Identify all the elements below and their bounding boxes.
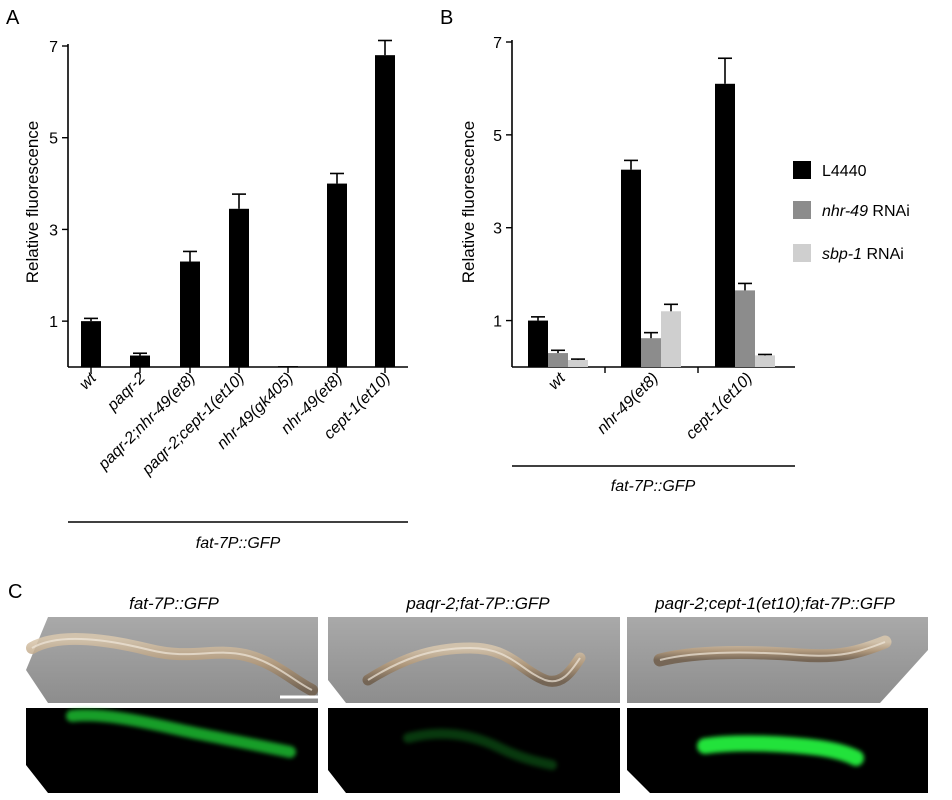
legend-label-sbp1: sbp-1 RNAi [822, 246, 904, 263]
chart-b-xlabel-0: wt [545, 369, 569, 393]
chart-a-group-label: fat-7P::GFP [196, 535, 281, 552]
dic-image-2 [328, 617, 620, 703]
chart-b-bar-0-0 [528, 320, 548, 367]
dic-image-1 [26, 617, 320, 703]
gfp-image-1 [26, 708, 318, 793]
chart-b-bar-2-2 [755, 355, 775, 367]
chart-b-bar-2-0 [715, 83, 735, 368]
micrograph-title-2: paqr-2;fat-7P::GFP [405, 594, 550, 613]
gfp-image-3 [627, 708, 928, 793]
legend-swatch-nhr49 [793, 201, 811, 219]
chart-a-xlabel-1: paqr-2 [104, 370, 149, 415]
chart-b-xlabel-1: nhr-49(et8) [594, 370, 662, 438]
chart-b-ytick-label-3: 7 [493, 35, 502, 52]
dic-image-3 [627, 617, 928, 703]
chart-b-group-label: fat-7P::GFP [611, 478, 696, 495]
chart-b-bar-0-1 [548, 353, 568, 367]
chart-a-bar-1 [130, 355, 150, 367]
chart-b-bar-1-2 [661, 311, 681, 367]
chart-a-bar-0 [81, 321, 101, 367]
panel-c-label: C [8, 581, 22, 603]
panel-c: fat-7P::GFP paqr-2;fat-7P::GFP paqr-2;ce… [26, 594, 928, 793]
legend-label-nhr49: nhr-49 RNAi [822, 203, 910, 220]
chart-a-xlabel-0: wt [76, 369, 100, 393]
chart-a-bar-3 [229, 208, 249, 367]
chart-a-ylabel: Relative fluorescence [23, 121, 42, 284]
chart-a-bar-4 [278, 366, 298, 367]
chart-a-bar-5 [327, 183, 347, 367]
micrograph-title-1: fat-7P::GFP [129, 594, 219, 613]
legend-swatch-sbp1 [793, 244, 811, 262]
chart-b-ytick-label-2: 5 [493, 128, 502, 145]
chart-b: Relative fluorescence 1 3 5 7 wt nhr-49(et8) c… [459, 35, 910, 495]
chart-b-ylabel: Relative fluorescence [459, 121, 478, 284]
chart-a-ytick-label-0: 1 [49, 314, 58, 331]
chart-a-ytick-label-3: 7 [49, 39, 58, 56]
gfp-image-2 [328, 708, 620, 793]
chart-b-bar-0-2 [568, 360, 588, 367]
chart-b-legend: L4440 nhr-49 RNAi sbp-1 RNAi [793, 161, 910, 263]
chart-b-marks: 1 3 5 7 wt nhr-49(et8) cept-1(et10) [493, 35, 795, 443]
legend-label-l4440: L4440 [822, 163, 867, 180]
chart-b-ytick-label-0: 1 [493, 314, 502, 331]
chart-b-bar-1-0 [621, 169, 641, 367]
chart-a-bar-2 [180, 261, 200, 367]
chart-b-xlabel-2: cept-1(et10) [683, 370, 756, 443]
micrograph-title-3: paqr-2;cept-1(et10);fat-7P::GFP [654, 594, 895, 613]
chart-a-ytick-label-1: 3 [49, 222, 58, 239]
chart-b-bar-2-1 [735, 290, 755, 367]
chart-b-bar-1-1 [641, 338, 661, 367]
chart-a-ytick-label-2: 5 [49, 131, 58, 148]
chart-a-bar-6 [375, 55, 395, 368]
panel-b-label: B [440, 7, 453, 29]
chart-b-ytick-label-1: 3 [493, 221, 502, 238]
panel-a-label: A [6, 7, 20, 29]
legend-swatch-l4440 [793, 161, 811, 179]
